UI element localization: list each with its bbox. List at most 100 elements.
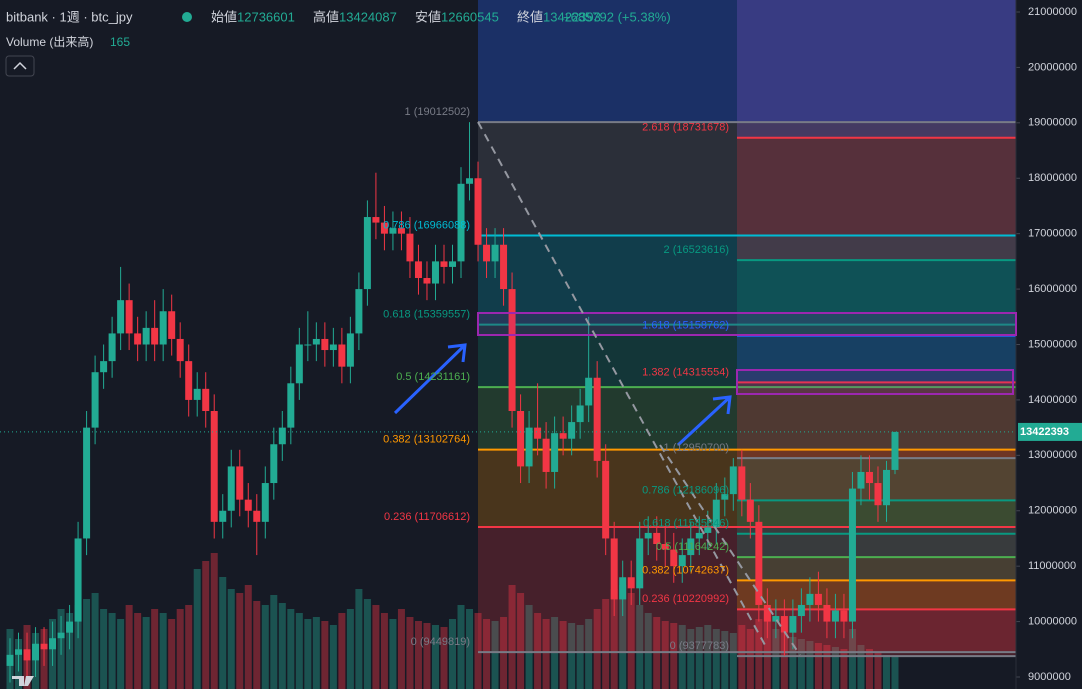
status-dot — [182, 12, 192, 22]
candle-body — [746, 499, 754, 522]
candle-body — [508, 289, 516, 411]
candle-body — [372, 217, 380, 223]
volume-bar — [397, 609, 405, 689]
ohlc-value: 13424087 — [339, 9, 397, 24]
volume-bar — [755, 619, 763, 689]
volume-bar — [363, 599, 371, 689]
candle-body — [244, 499, 252, 511]
volume-bar — [372, 605, 380, 689]
y-tick-label: 19000000 — [1028, 117, 1077, 129]
volume-bar — [219, 577, 227, 689]
candle-body — [253, 510, 261, 522]
volume-bar — [474, 613, 482, 689]
volume-bar — [151, 609, 159, 689]
volume-bar — [857, 645, 865, 689]
volume-bar — [670, 623, 678, 689]
trend-line — [477, 121, 801, 656]
candle-body — [210, 411, 218, 522]
candle-body — [389, 228, 397, 234]
candle-body — [66, 621, 74, 633]
candle-body — [32, 643, 40, 661]
volume-bar — [380, 613, 388, 689]
ohlc-value: 13422393 — [543, 9, 601, 24]
candle-body — [780, 616, 788, 633]
candle-body — [729, 466, 737, 495]
candle-body — [40, 643, 48, 650]
volume-bar — [891, 656, 899, 689]
volume-bar — [338, 613, 346, 689]
volume-bar — [704, 625, 712, 689]
volume-bar — [619, 585, 627, 689]
fib-label: 2.618 (18731678) — [642, 122, 729, 134]
volume-bar — [848, 629, 856, 689]
fib-zone — [478, 387, 1016, 450]
y-tick-label: 14000000 — [1028, 394, 1077, 406]
candle-body — [15, 649, 23, 655]
volume-bar — [797, 639, 805, 689]
candle-body — [151, 327, 159, 345]
y-tick-label: 15000000 — [1028, 338, 1077, 350]
ohlc-legend: 始値 12736601 高値 13424087 安値 12660545 終値 13422393… — [211, 9, 671, 24]
y-tick-label: 11000000 — [1028, 560, 1076, 572]
fib-zone — [737, 580, 1016, 610]
candle-body — [576, 405, 584, 423]
candle-body — [457, 183, 465, 262]
fib-label: 0 (9449819) — [411, 636, 470, 648]
fib-label: 0.5 (14231161) — [396, 371, 470, 383]
candle-body — [593, 377, 601, 461]
fib-zone — [478, 122, 1016, 236]
candle-body — [57, 632, 65, 639]
candle-body — [91, 372, 99, 428]
volume-bar — [729, 633, 737, 689]
volume-bar — [602, 599, 610, 689]
candle-body — [414, 261, 422, 278]
change: +685792 (+5.38%) — [563, 9, 671, 24]
fib-zone — [478, 235, 1016, 325]
y-tick-label: 12000000 — [1028, 505, 1077, 517]
volume-bar — [117, 619, 125, 689]
fib-label: 0.236 (10220992) — [642, 593, 729, 605]
fib-label: 0.382 (10742637) — [642, 564, 729, 576]
candle-body — [287, 383, 295, 428]
candle-body — [142, 327, 150, 345]
candle-body — [168, 311, 176, 339]
volume-bar — [806, 641, 814, 689]
volume-bar — [202, 561, 210, 689]
candle-body — [755, 521, 763, 605]
volume-bar — [236, 593, 244, 689]
volume-bar — [176, 609, 184, 689]
volume-bar — [91, 593, 99, 689]
candle-body — [261, 483, 269, 522]
volume-bar — [789, 637, 797, 689]
collapse-icon — [13, 61, 27, 70]
volume-bar — [304, 619, 312, 689]
volume-bar — [321, 621, 329, 689]
volume-bar — [142, 617, 150, 689]
volume-bar — [585, 619, 593, 689]
ohlc-value: 12736601 — [237, 9, 295, 24]
volume-bar — [210, 553, 218, 689]
candle-body — [687, 538, 695, 556]
candle-body — [125, 300, 133, 334]
volume-bar — [244, 585, 252, 689]
volume-bar — [483, 619, 491, 689]
y-tick-label: 9000000 — [1028, 671, 1071, 683]
volume-bar — [329, 625, 337, 689]
volume-bar — [193, 569, 201, 689]
candle-body — [202, 388, 210, 411]
candle-body — [670, 549, 678, 567]
candle-body — [806, 593, 814, 605]
candle-body — [193, 388, 201, 400]
volume-bar — [346, 609, 354, 689]
candle-body — [108, 333, 116, 362]
candle-body — [551, 433, 559, 472]
price-tag-label: 13422393 — [1020, 426, 1069, 438]
collapse-button[interactable] — [5, 55, 35, 77]
y-tick-label: 20000000 — [1028, 61, 1077, 73]
fib-label: 0.786 (12186096) — [642, 484, 729, 496]
fib-label: 2 (16523616) — [664, 244, 729, 256]
volume-bar — [780, 633, 788, 689]
fib-zone — [737, 533, 1016, 558]
